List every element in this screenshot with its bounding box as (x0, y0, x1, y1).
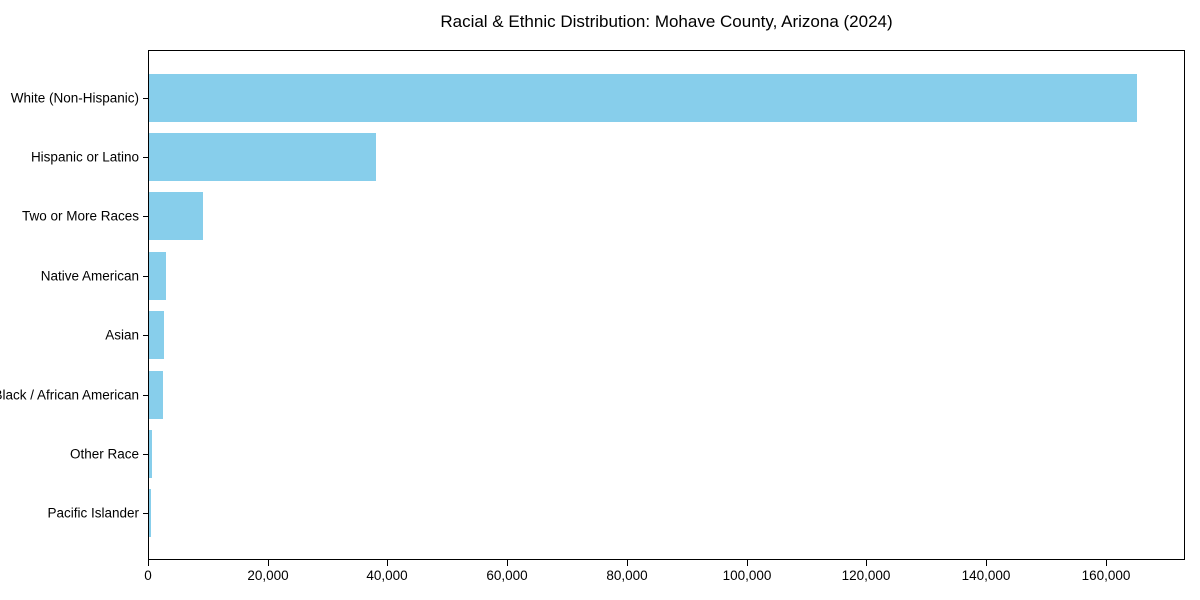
y-label-pacific-islander: Pacific Islander (47, 505, 139, 521)
y-tick-asian (143, 335, 148, 336)
y-tick-native-american (143, 276, 148, 277)
y-tick-white-non-hispanic (143, 98, 148, 99)
x-tick-40000 (387, 560, 388, 566)
x-tick-20000 (268, 560, 269, 566)
y-tick-pacific-islander (143, 513, 148, 514)
x-tick-80000 (627, 560, 628, 566)
x-tick-120000 (866, 560, 867, 566)
y-tick-other-race (143, 454, 148, 455)
y-tick-hispanic-or-latino (143, 157, 148, 158)
bar-other-race (149, 430, 152, 478)
y-label-two-or-more-races: Two or More Races (21, 208, 139, 224)
bar-black-african-american (149, 371, 163, 419)
bar-native-american (149, 252, 166, 300)
x-label-20000: 20,000 (247, 568, 289, 583)
x-label-120000: 120,000 (841, 568, 891, 583)
bar-pacific-islander (149, 489, 151, 537)
x-tick-0 (148, 560, 149, 566)
y-label-white-non-hispanic: White (Non-Hispanic) (10, 90, 139, 106)
x-label-80000: 80,000 (606, 568, 648, 583)
bar-white-non-hispanic (149, 74, 1137, 122)
plot-area (148, 50, 1185, 560)
y-label-native-american: Native American (40, 268, 139, 284)
y-label-black-african-american: Black / African American (0, 387, 139, 403)
x-tick-60000 (507, 560, 508, 566)
x-label-40000: 40,000 (366, 568, 408, 583)
bar-hispanic-or-latino (149, 133, 376, 181)
y-tick-black-african-american (143, 395, 148, 396)
x-tick-160000 (1106, 560, 1107, 566)
y-label-asian: Asian (105, 327, 139, 343)
x-label-160000: 160,000 (1081, 568, 1131, 583)
x-label-60000: 60,000 (486, 568, 528, 583)
x-tick-140000 (986, 560, 987, 566)
y-label-hispanic-or-latino: Hispanic or Latino (30, 149, 139, 165)
chart-title: Racial & Ethnic Distribution: Mohave Cou… (440, 12, 893, 31)
x-label-140000: 140,000 (961, 568, 1011, 583)
bar-asian (149, 311, 164, 359)
bar-two-or-more-races (149, 192, 203, 240)
x-label-100000: 100,000 (722, 568, 772, 583)
x-label-0: 0 (144, 568, 152, 583)
x-tick-100000 (747, 560, 748, 566)
y-label-other-race: Other Race (69, 446, 139, 462)
y-tick-two-or-more-races (143, 216, 148, 217)
